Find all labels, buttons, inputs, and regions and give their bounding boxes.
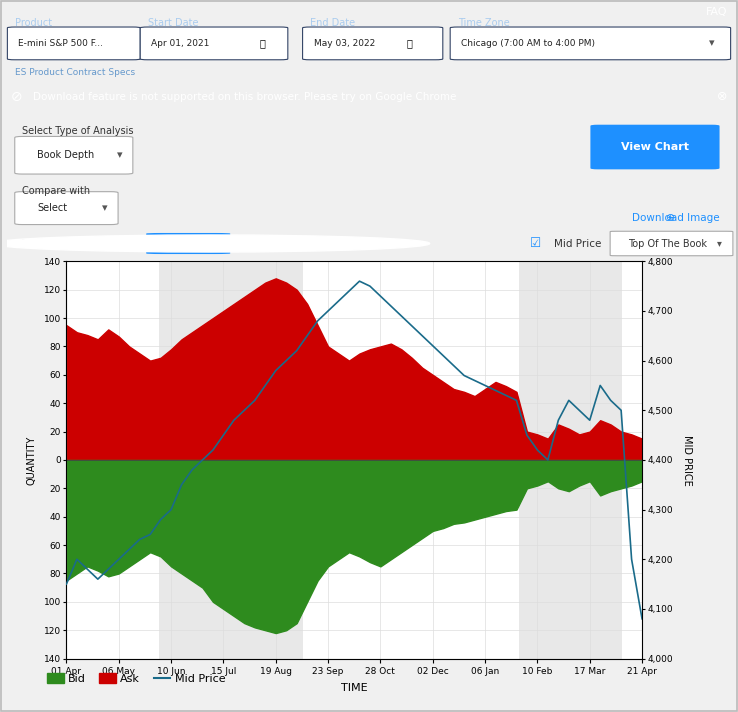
Text: May 03, 2022: May 03, 2022 [314, 39, 375, 48]
Y-axis label: QUANTITY: QUANTITY [27, 435, 37, 485]
Text: Book Depth: Book Depth [37, 150, 94, 159]
Text: Select Type of Analysis: Select Type of Analysis [22, 126, 134, 136]
FancyBboxPatch shape [610, 231, 733, 256]
Text: 1Q: 1Q [114, 239, 129, 248]
Text: 📅: 📅 [259, 38, 265, 48]
Text: Time Zone: Time Zone [458, 18, 509, 28]
Text: ES Product Contract Specs: ES Product Contract Specs [15, 68, 135, 77]
Text: Apr 01, 2021: Apr 01, 2021 [151, 39, 210, 48]
Text: ⊘: ⊘ [11, 90, 23, 104]
Text: Start Date: Start Date [148, 18, 198, 28]
Text: 1Y: 1Y [146, 239, 160, 248]
Legend: Bid, Ask, Mid Price: Bid, Ask, Mid Price [43, 669, 230, 689]
Text: Download feature is not supported on this browser. Please try on Google Chrome: Download feature is not supported on thi… [33, 92, 457, 102]
FancyBboxPatch shape [15, 137, 133, 174]
Text: Select: Select [37, 203, 67, 213]
Text: ▾: ▾ [717, 239, 722, 248]
FancyBboxPatch shape [146, 233, 230, 254]
Text: ⊗: ⊗ [717, 90, 727, 103]
Text: 1D: 1D [15, 239, 30, 248]
Text: FAQ: FAQ [706, 6, 727, 16]
Text: 1W: 1W [47, 239, 68, 248]
Text: Download Image: Download Image [632, 212, 720, 223]
Text: Exclude Holidays: Exclude Holidays [227, 239, 315, 248]
Text: ⊕: ⊕ [666, 212, 675, 223]
FancyBboxPatch shape [590, 125, 720, 169]
FancyBboxPatch shape [303, 27, 443, 60]
Text: Product: Product [15, 18, 52, 28]
Text: ▾: ▾ [709, 38, 715, 48]
FancyBboxPatch shape [450, 27, 731, 60]
Text: View Chart: View Chart [621, 142, 689, 152]
Circle shape [0, 235, 430, 252]
Text: 📅: 📅 [407, 38, 413, 48]
X-axis label: TIME: TIME [341, 683, 368, 693]
Text: Mid Price: Mid Price [554, 239, 601, 248]
Text: ▾: ▾ [117, 150, 123, 159]
Text: ▾: ▾ [102, 203, 108, 213]
Bar [519, 261, 621, 659]
Text: 1M: 1M [80, 239, 97, 248]
FancyBboxPatch shape [140, 27, 288, 60]
Text: E-mini S&P 500 F...: E-mini S&P 500 F... [18, 39, 103, 48]
Text: End Date: End Date [310, 18, 355, 28]
Text: Compare with: Compare with [22, 186, 90, 196]
Text: ☑: ☑ [530, 237, 541, 250]
FancyBboxPatch shape [15, 192, 118, 224]
Y-axis label: MID PRICE: MID PRICE [682, 434, 692, 486]
Bar [159, 261, 303, 659]
Text: Chicago (7:00 AM to 4:00 PM): Chicago (7:00 AM to 4:00 PM) [461, 39, 596, 48]
FancyBboxPatch shape [7, 27, 140, 60]
Text: Top Of The Book: Top Of The Book [629, 239, 708, 248]
